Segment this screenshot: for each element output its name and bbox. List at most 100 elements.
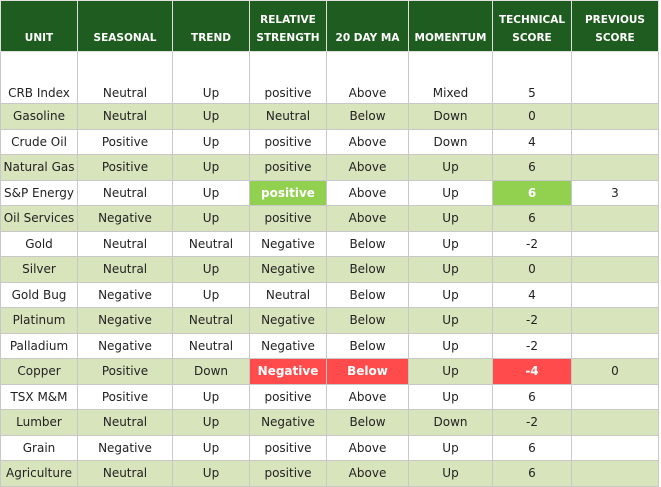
- table-cell: TSX M&M: [0, 383, 78, 410]
- table-cell: Up: [408, 383, 493, 410]
- table-cell: Up: [408, 256, 493, 283]
- table-cell: Down: [408, 128, 493, 155]
- table-row: Agriculture Neutral Up positive Above Up 6: [0, 460, 659, 487]
- table-cell: positive: [249, 51, 327, 104]
- table-cell: Neutral: [77, 230, 173, 257]
- table-cell: Up: [172, 409, 250, 436]
- header-cell: MOMENTUM: [408, 0, 493, 52]
- table-cell: Copper: [0, 358, 78, 385]
- header-cell: RELATIVE STRENGTH: [249, 0, 327, 52]
- table-cell: Up: [408, 205, 493, 232]
- table-cell: Up: [172, 383, 250, 410]
- table-cell: Above: [326, 128, 409, 155]
- table-cell: Crude Oil: [0, 128, 78, 155]
- table-cell: positive: [249, 205, 327, 232]
- table-cell: S&P Energy: [0, 179, 78, 206]
- table-cell: Above: [326, 205, 409, 232]
- table-cell: Up: [172, 179, 250, 206]
- table-cell: Gold: [0, 230, 78, 257]
- table-cell: Positive: [77, 128, 173, 155]
- table-cell: Up: [408, 332, 493, 359]
- table-cell: 6: [492, 154, 572, 181]
- table-cell: Up: [408, 460, 493, 487]
- table-row: Gasoline Neutral Up Neutral Below Down 0: [0, 103, 659, 130]
- table-cell: Oil Services: [0, 205, 78, 232]
- table-cell: Below: [326, 103, 409, 130]
- table-cell: 6: [492, 383, 572, 410]
- header-cell: TECHNICAL SCORE: [492, 0, 572, 52]
- table-row: Gold Bug Negative Up Neutral Below Up 4: [0, 281, 659, 308]
- table-cell: [571, 332, 659, 359]
- table-cell: [571, 383, 659, 410]
- table-cell: Up: [172, 128, 250, 155]
- table-cell: Negative: [77, 434, 173, 461]
- table-cell: Up: [408, 358, 493, 385]
- table-cell: Negative: [249, 358, 327, 385]
- table-cell: Up: [408, 307, 493, 334]
- table-row: Gold Neutral Neutral Negative Below Up -2: [0, 230, 659, 257]
- table-cell: Negative: [77, 205, 173, 232]
- table-cell: [571, 307, 659, 334]
- header-cell: PREVIOUS SCORE: [571, 0, 659, 52]
- table-cell: Lumber: [0, 409, 78, 436]
- header-cell: TREND: [172, 0, 250, 52]
- table-cell: Below: [326, 230, 409, 257]
- table-cell: Above: [326, 434, 409, 461]
- table-cell: [571, 409, 659, 436]
- table-cell: 4: [492, 128, 572, 155]
- table-cell: Neutral: [77, 179, 173, 206]
- table-row: Platinum Negative Neutral Negative Below Up -2: [0, 307, 659, 334]
- table-cell: Up: [172, 281, 250, 308]
- table-cell: Negative: [77, 332, 173, 359]
- table-cell: Below: [326, 409, 409, 436]
- table-cell: 3: [571, 179, 659, 206]
- table-cell: [571, 128, 659, 155]
- table-cell: positive: [249, 179, 327, 206]
- table-cell: Neutral: [77, 51, 173, 104]
- table-cell: 6: [492, 205, 572, 232]
- table-cell: Gold Bug: [0, 281, 78, 308]
- table-cell: Grain: [0, 434, 78, 461]
- table-cell: Palladium: [0, 332, 78, 359]
- table-row: Natural Gas Positive Up positive Above Up 6: [0, 154, 659, 181]
- header-row: UNIT SEASONAL TREND RELATIVE STRENGTH 20 DAY…: [0, 0, 659, 52]
- table-cell: 6: [492, 434, 572, 461]
- table-cell: 6: [492, 460, 572, 487]
- table-cell: Neutral: [249, 103, 327, 130]
- table-cell: Below: [326, 307, 409, 334]
- table-row: Palladium Negative Neutral Negative Below Up -…: [0, 332, 659, 359]
- table-cell: Up: [408, 154, 493, 181]
- table-cell: Up: [408, 179, 493, 206]
- table-cell: positive: [249, 128, 327, 155]
- table-cell: 0: [492, 256, 572, 283]
- table-cell: Neutral: [172, 230, 250, 257]
- table-row: Crude Oil Positive Up positive Above Down 4: [0, 128, 659, 155]
- table-cell: Down: [408, 103, 493, 130]
- table-cell: Mixed: [408, 51, 493, 104]
- table-cell: Up: [408, 230, 493, 257]
- table-cell: Below: [326, 256, 409, 283]
- table-cell: Above: [326, 460, 409, 487]
- table-row: Lumber Neutral Up Negative Below Down -2: [0, 409, 659, 436]
- header-cell: 20 DAY MA: [326, 0, 409, 52]
- table-cell: Neutral: [172, 307, 250, 334]
- table-cell: Down: [408, 409, 493, 436]
- table-cell: 5: [492, 51, 572, 104]
- table-cell: Neutral: [77, 409, 173, 436]
- table-cell: [571, 281, 659, 308]
- table-cell: positive: [249, 154, 327, 181]
- table-cell: Up: [172, 434, 250, 461]
- table-cell: 0: [492, 103, 572, 130]
- table-cell: Above: [326, 383, 409, 410]
- table-cell: positive: [249, 460, 327, 487]
- header-cell: SEASONAL: [77, 0, 173, 52]
- table-cell: Up: [172, 460, 250, 487]
- table-cell: Positive: [77, 383, 173, 410]
- table-row: Silver Neutral Up Negative Below Up 0: [0, 256, 659, 283]
- table-cell: [571, 103, 659, 130]
- table-cell: Negative: [77, 281, 173, 308]
- table-cell: Above: [326, 154, 409, 181]
- table-cell: [571, 434, 659, 461]
- table-cell: Negative: [249, 256, 327, 283]
